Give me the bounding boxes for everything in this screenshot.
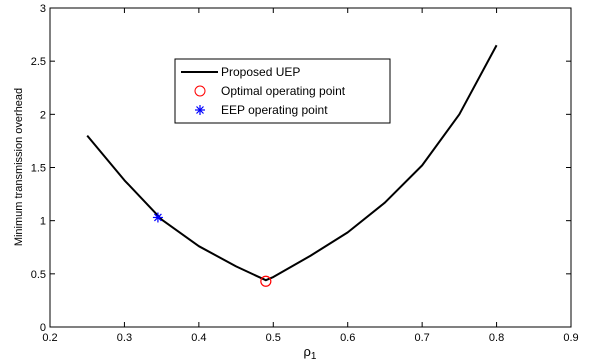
y-tick-label-3: 1.5 bbox=[31, 163, 46, 175]
y-axis-label: Minimum transmission overhead bbox=[13, 88, 25, 246]
axis-ticks bbox=[49, 7, 572, 328]
x-tick-label-3: 0.5 bbox=[266, 332, 281, 344]
optimal-operating-point-marker bbox=[260, 275, 272, 287]
x-axis-label-main: ρ bbox=[304, 344, 311, 359]
x-axis-label-subscript: 1 bbox=[311, 351, 317, 362]
plot-area bbox=[49, 7, 572, 328]
x-tick-label-2: 0.4 bbox=[191, 332, 206, 344]
y-tick-label-2: 1 bbox=[40, 216, 46, 228]
legend-label-optimal: Optimal operating point bbox=[221, 84, 346, 98]
eep-operating-point-marker bbox=[152, 212, 163, 223]
y-tick-label-4: 2 bbox=[40, 109, 46, 121]
series-line-proposed-uep bbox=[86, 44, 498, 282]
y-tick-label-5: 2.5 bbox=[31, 56, 46, 68]
legend-marker-eep bbox=[195, 105, 205, 115]
axis-tick-labels: 0.2 0.3 0.4 0.5 0.6 0.7 0.8 0.9 0 0.5 1 1.5 2 2.5 3 bbox=[31, 3, 579, 344]
legend-label-eep: EEP operating point bbox=[221, 103, 328, 117]
x-tick-label-6: 0.8 bbox=[489, 332, 504, 344]
legend-marker-optimal bbox=[194, 85, 206, 97]
legend-label-proposed-uep: Proposed UEP bbox=[221, 65, 300, 79]
x-axis-label: ρ1 bbox=[304, 344, 317, 362]
y-tick-label-6: 3 bbox=[40, 3, 46, 15]
x-tick-label-7: 0.9 bbox=[563, 332, 578, 344]
x-tick-label-5: 0.7 bbox=[414, 332, 429, 344]
data-series bbox=[86, 44, 498, 287]
legend: Proposed UEP Optimal operating point EEP… bbox=[174, 58, 391, 124]
y-tick-label-0: 0 bbox=[40, 322, 46, 334]
x-tick-label-1: 0.3 bbox=[117, 332, 132, 344]
x-tick-label-0: 0.2 bbox=[42, 332, 57, 344]
y-tick-label-1: 0.5 bbox=[31, 269, 46, 281]
legend-box bbox=[174, 58, 391, 124]
x-tick-label-4: 0.6 bbox=[340, 332, 355, 344]
